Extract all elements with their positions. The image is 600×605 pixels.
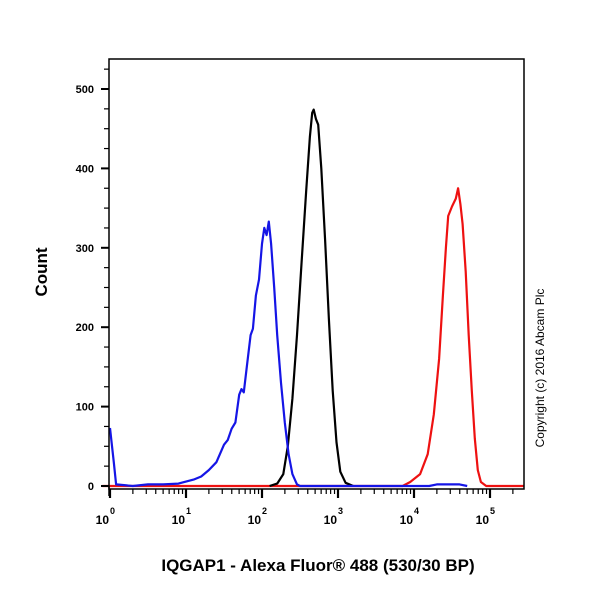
series-line-1515e6	[108, 220, 468, 488]
series-line-ee1111	[102, 187, 525, 488]
y-axis-title: Count	[32, 247, 51, 296]
x-tick-exponent: 3	[338, 506, 343, 516]
x-tick-exponent: 5	[490, 506, 495, 516]
x-tick-label: 10	[476, 513, 490, 527]
x-tick-exponent: 4	[414, 506, 419, 516]
x-tick-exponent: 1	[186, 506, 191, 516]
x-tick-label: 10	[96, 513, 110, 527]
x-tick-exponent: 2	[262, 506, 267, 516]
y-tick-label: 300	[76, 243, 94, 255]
y-axis: 0 100 200 300 400 500	[76, 68, 110, 496]
copyright-annotation: Copyright (c) 2016 Abcam Plc	[533, 289, 547, 448]
series-line-000000	[269, 108, 354, 488]
y-tick-label: 100	[76, 402, 94, 414]
y-tick-label: 0	[88, 481, 94, 493]
x-axis-title: IQGAP1 - Alexa Fluor® 488 (530/30 BP)	[161, 556, 474, 575]
y-tick-label: 200	[76, 322, 94, 334]
x-tick-exponent: 0	[110, 506, 115, 516]
y-tick-label: 400	[76, 163, 94, 175]
x-tick-label: 10	[400, 513, 414, 527]
x-tick-label: 10	[248, 513, 262, 527]
plot-frame	[108, 58, 525, 490]
x-tick-label: 10	[172, 513, 186, 527]
x-tick-label: 10	[324, 513, 338, 527]
histogram-series	[102, 108, 525, 488]
y-tick-label: 500	[76, 84, 94, 96]
